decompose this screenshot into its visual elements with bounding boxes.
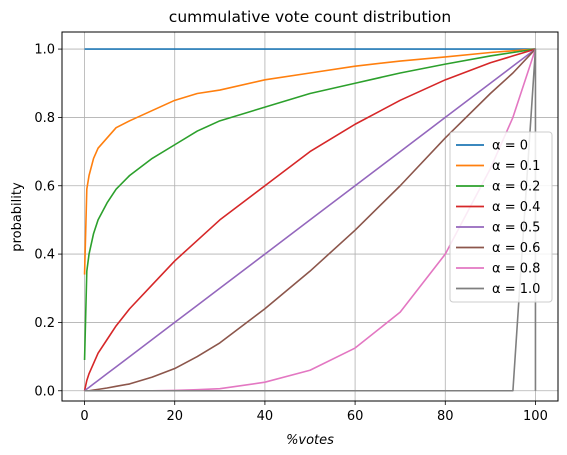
chart-title: cummulative vote count distribution [169,8,451,26]
legend-label: α = 0.4 [492,200,540,215]
y-tick-label: 0.4 [34,248,55,263]
legend-label: α = 1.0 [492,282,540,297]
x-tick-label: 100 [523,409,548,424]
y-tick-label: 1.0 [34,43,55,58]
series-line [84,48,536,392]
legend-label: α = 0.5 [492,221,540,236]
y-tick-label: 0.8 [34,111,55,126]
y-tick-label: 0.6 [34,179,55,194]
legend-label: α = 0.1 [492,159,540,174]
legend-box [449,131,553,303]
series-line [84,48,537,392]
x-axis-label: %votes [286,433,334,448]
legend-label: α = 0.6 [492,241,540,256]
y-tick-label: 0.2 [34,316,55,331]
y-tick-label: 0.0 [34,384,55,399]
legend-label: α = 0 [492,139,528,154]
x-tick-label: 40 [257,409,274,424]
y-axis-label: probability [10,182,25,252]
axis-ticks: 0 20 40 60 80 100 0.0 0.2 0.4 0.6 0.8 1.0 [34,43,548,424]
legend: α = 0 α = 0.1 α = 0.2 α = 0.4 α = 0.5 α = 0.6… [449,131,553,303]
series-line [83,48,536,361]
series-lines [83,48,537,392]
x-tick-label: 80 [437,409,454,424]
x-tick-label: 0 [80,409,88,424]
plot-frame [61,31,559,402]
legend-label: α = 0.2 [492,180,540,195]
legend-label: α = 0.8 [492,262,540,277]
x-tick-label: 20 [166,409,183,424]
series-line [83,48,536,275]
x-tick-label: 60 [347,409,364,424]
series-line [83,48,536,391]
